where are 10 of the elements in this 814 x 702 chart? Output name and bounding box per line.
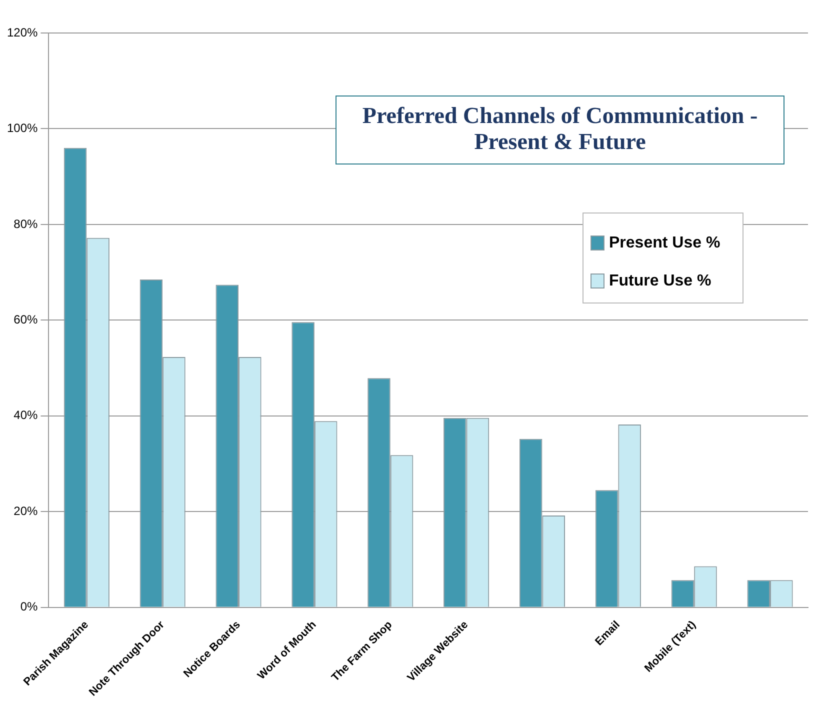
y-tick-label: 60% [14,312,38,326]
y-tick-label: 40% [14,408,38,422]
text: Preferred Channels of Communication - Present & Future [362,102,758,154]
y-tick-label: 80% [14,216,38,231]
y-tick-label: 120% [6,25,38,40]
y-tick-label: 20% [14,504,38,518]
legend-label: Future Use % [609,272,712,290]
y-tick-label: 100% [6,121,38,136]
legend-label: Present Use % [609,234,720,252]
y-tick-label: 0% [20,600,38,614]
